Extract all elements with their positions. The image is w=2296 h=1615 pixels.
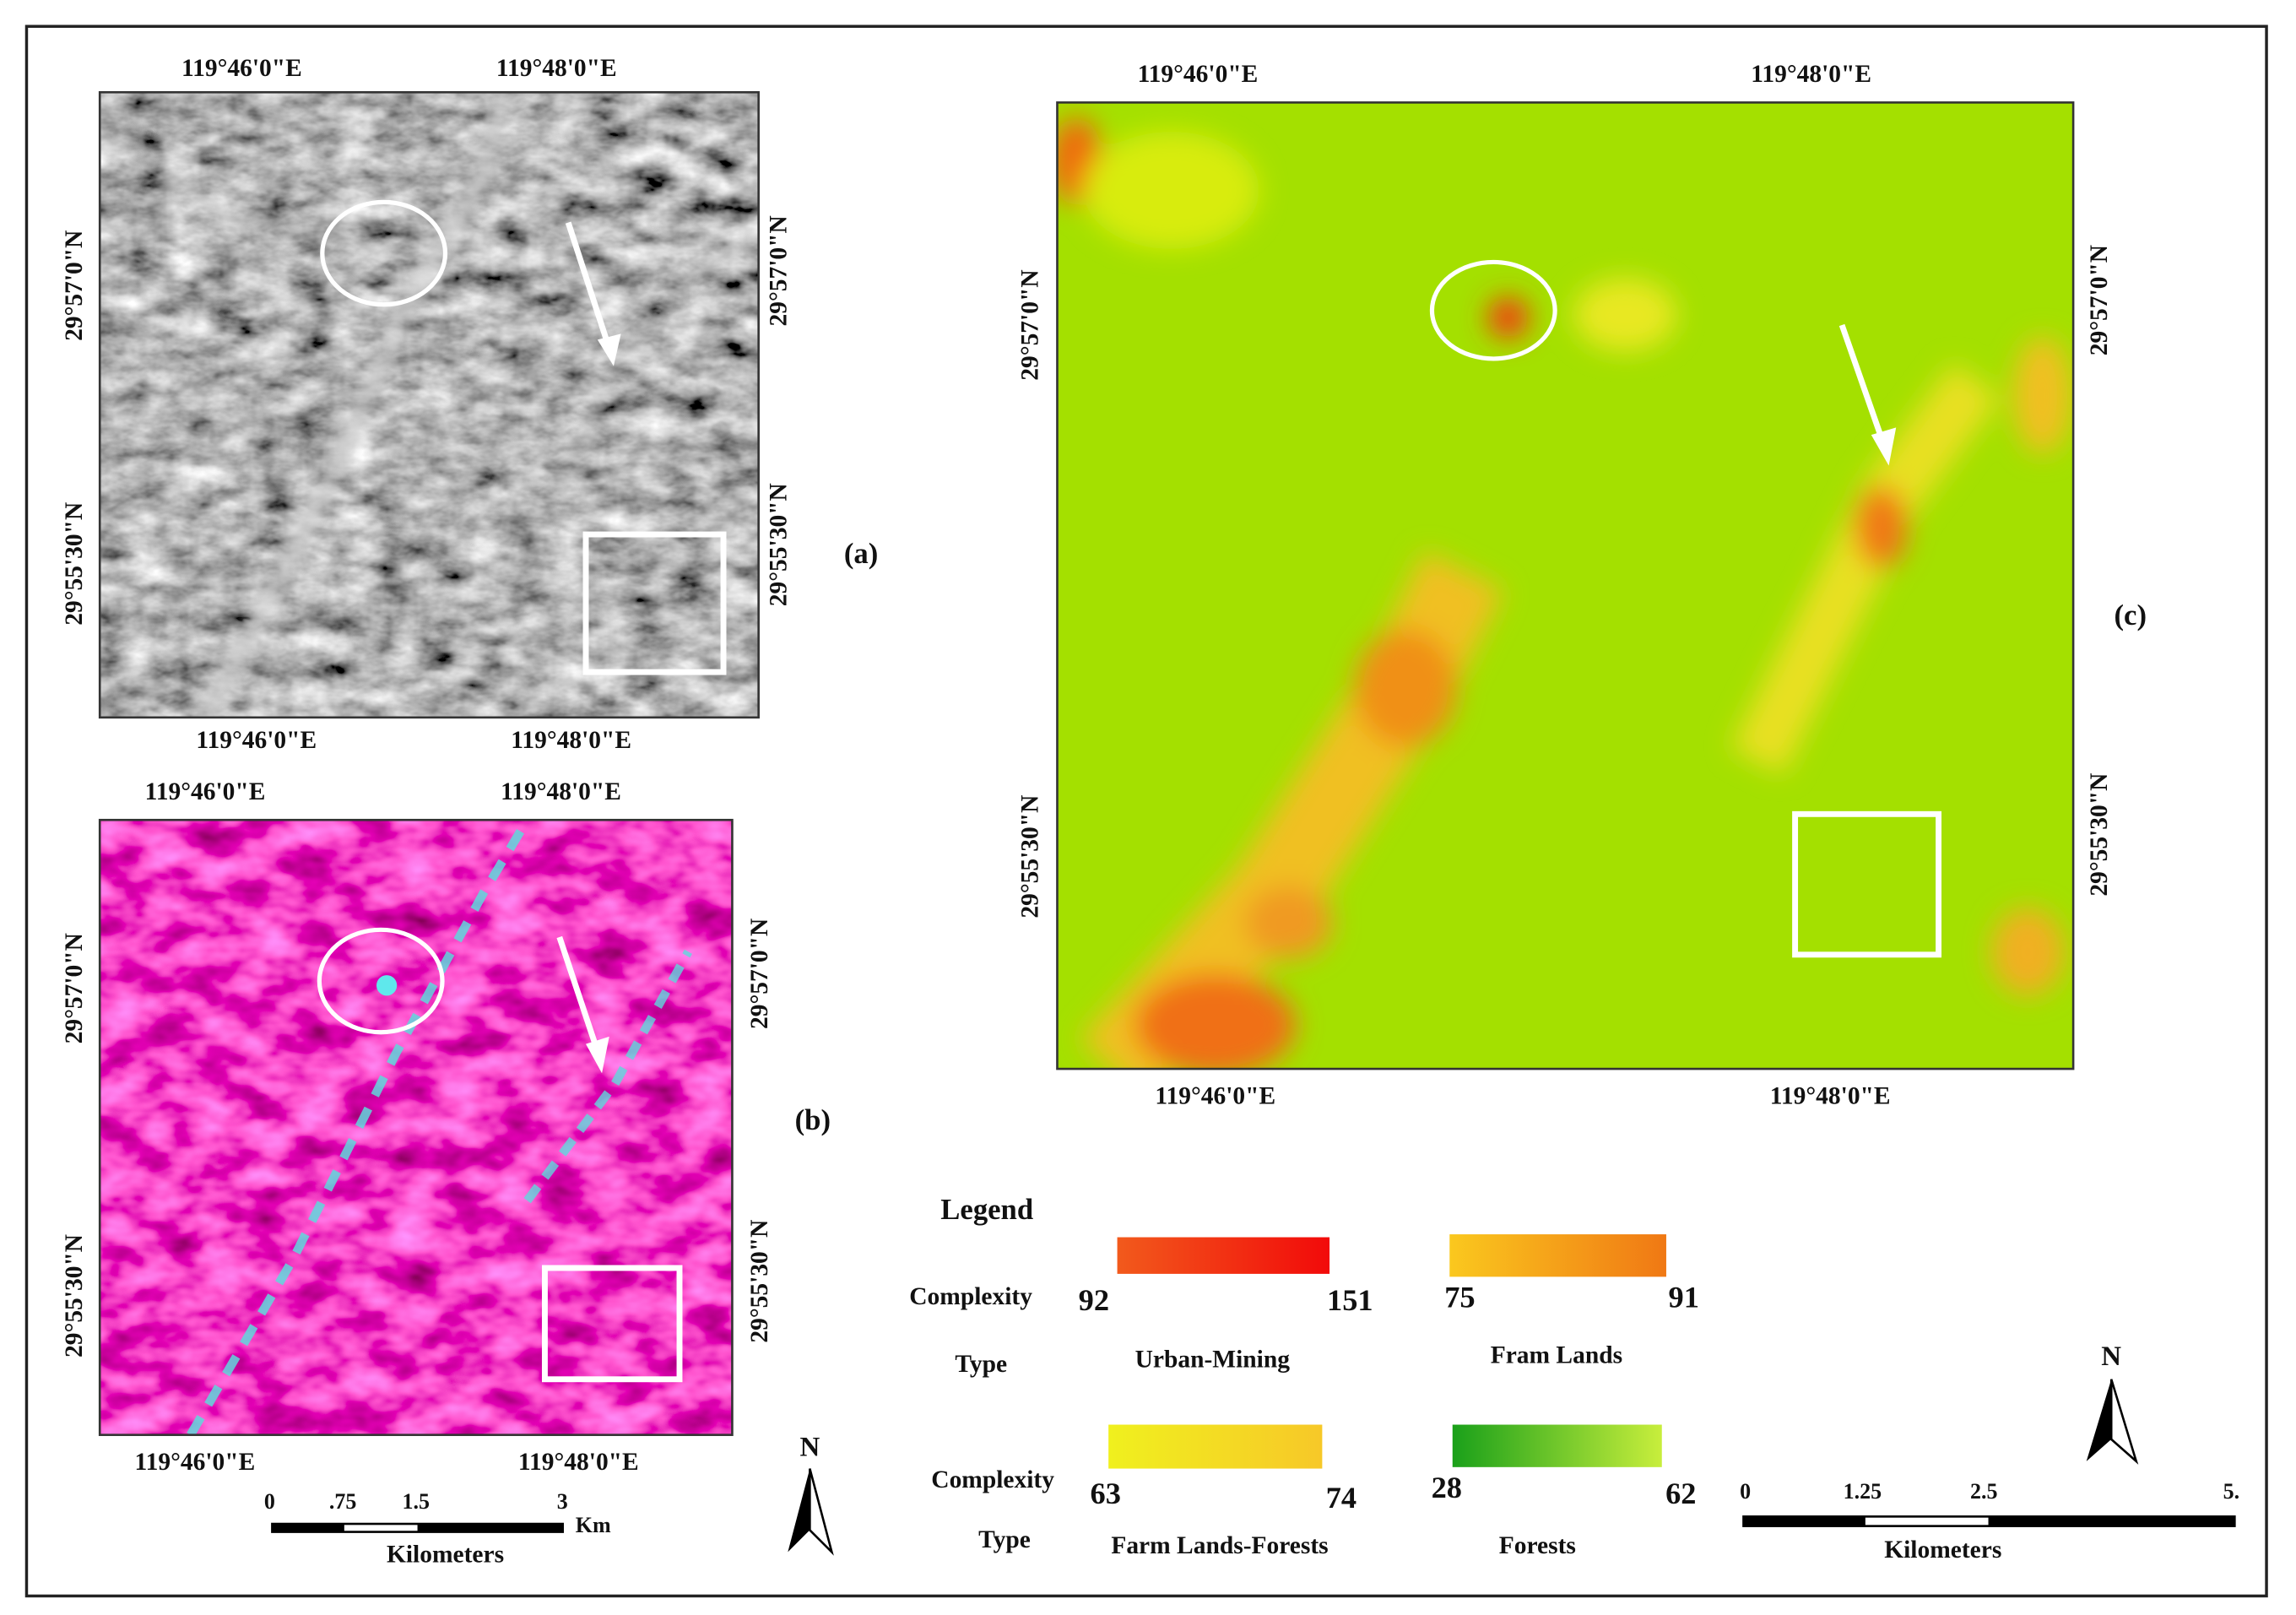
latitude-label: 29°55'30"N bbox=[1017, 795, 1044, 919]
legend-row-label: Type bbox=[978, 1526, 1031, 1553]
scale-bar-large bbox=[1742, 1515, 2236, 1527]
legend-type: Urban-Mining bbox=[1135, 1347, 1291, 1374]
latitude-label: 29°57'0"N bbox=[1017, 269, 1044, 380]
latitude-label: 29°57'0"N bbox=[765, 215, 792, 326]
legend-row-label: Complexity bbox=[931, 1466, 1054, 1493]
longitude-label: 119°48'0"E bbox=[511, 727, 631, 754]
legend-row-label: Type bbox=[955, 1351, 1007, 1378]
latitude-label: 29°57'0"N bbox=[2086, 245, 2113, 355]
longitude-label: 119°48'0"E bbox=[496, 55, 617, 82]
legend-max: 62 bbox=[1665, 1477, 1696, 1510]
panel-label: (b) bbox=[795, 1103, 831, 1136]
legend-type: Fram Lands bbox=[1491, 1342, 1622, 1369]
scale-tick: 0 bbox=[1740, 1479, 1751, 1504]
scale-unit: Km bbox=[576, 1513, 611, 1537]
legend-type: Farm Lands-Forests bbox=[1111, 1532, 1328, 1559]
panel-label: (c) bbox=[2115, 599, 2147, 631]
legend-swatch bbox=[1449, 1234, 1666, 1277]
latitude-label: 29°57'0"N bbox=[61, 933, 88, 1043]
legend-min: 63 bbox=[1091, 1477, 1121, 1510]
latitude-label: 29°55'30"N bbox=[61, 502, 88, 626]
scale-title: Kilometers bbox=[1884, 1536, 2001, 1564]
legend-swatch bbox=[1117, 1237, 1330, 1274]
legend-max: 151 bbox=[1327, 1283, 1373, 1317]
frame bbox=[24, 24, 2268, 1598]
scale-tick: 2.5 bbox=[1970, 1479, 1998, 1504]
longitude-label: 119°48'0"E bbox=[1751, 61, 1871, 88]
legend-swatch bbox=[1108, 1424, 1323, 1469]
scale-tick: 5. bbox=[2223, 1479, 2239, 1504]
north-arrow bbox=[2086, 1379, 2139, 1465]
scale-tick: 1.25 bbox=[1844, 1479, 1882, 1504]
scale-tick: 0 bbox=[264, 1489, 275, 1514]
latitude-label: 29°55'30"N bbox=[2086, 773, 2113, 897]
panel-c-image bbox=[1057, 102, 2074, 1070]
longitude-label: 119°46'0"E bbox=[1155, 1083, 1275, 1110]
longitude-label: 119°46'0"E bbox=[145, 778, 266, 805]
latitude-label: 29°55'30"N bbox=[765, 483, 792, 606]
legend-min: 92 bbox=[1079, 1283, 1109, 1317]
legend-min: 28 bbox=[1432, 1471, 1462, 1504]
longitude-label: 119°46'0"E bbox=[135, 1449, 256, 1476]
longitude-label: 119°48'0"E bbox=[501, 778, 621, 805]
latitude-label: 29°55'30"N bbox=[746, 1220, 773, 1343]
legend-min: 75 bbox=[1444, 1280, 1475, 1314]
longitude-label: 119°46'0"E bbox=[196, 727, 317, 754]
legend-max: 74 bbox=[1326, 1481, 1356, 1515]
longitude-label: 119°48'0"E bbox=[518, 1449, 639, 1476]
latitude-label: 29°57'0"N bbox=[61, 230, 88, 341]
north-label: N bbox=[799, 1433, 820, 1463]
legend-swatch bbox=[1452, 1424, 1662, 1467]
scale-tick: .75 bbox=[329, 1489, 357, 1514]
north-label: N bbox=[2101, 1341, 2121, 1372]
north-arrow bbox=[788, 1468, 834, 1556]
panel-b-image bbox=[100, 820, 733, 1435]
latitude-label: 29°57'0"N bbox=[746, 919, 773, 1029]
longitude-label: 119°46'0"E bbox=[181, 55, 302, 82]
scale-bar-small bbox=[271, 1522, 564, 1533]
legend-type: Forests bbox=[1499, 1532, 1576, 1559]
panel-a-image bbox=[100, 92, 759, 718]
longitude-label: 119°48'0"E bbox=[1770, 1083, 1891, 1110]
legend-max: 91 bbox=[1669, 1280, 1699, 1314]
scale-tick: 1.5 bbox=[403, 1489, 430, 1514]
legend-title: Legend bbox=[940, 1193, 1033, 1226]
latitude-label: 29°55'30"N bbox=[61, 1234, 88, 1358]
panel-label: (a) bbox=[844, 537, 878, 570]
legend-row-label: Complexity bbox=[909, 1283, 1032, 1310]
scale-title: Kilometers bbox=[387, 1541, 504, 1568]
scale-tick: 3 bbox=[557, 1489, 568, 1514]
longitude-label: 119°46'0"E bbox=[1138, 61, 1259, 88]
